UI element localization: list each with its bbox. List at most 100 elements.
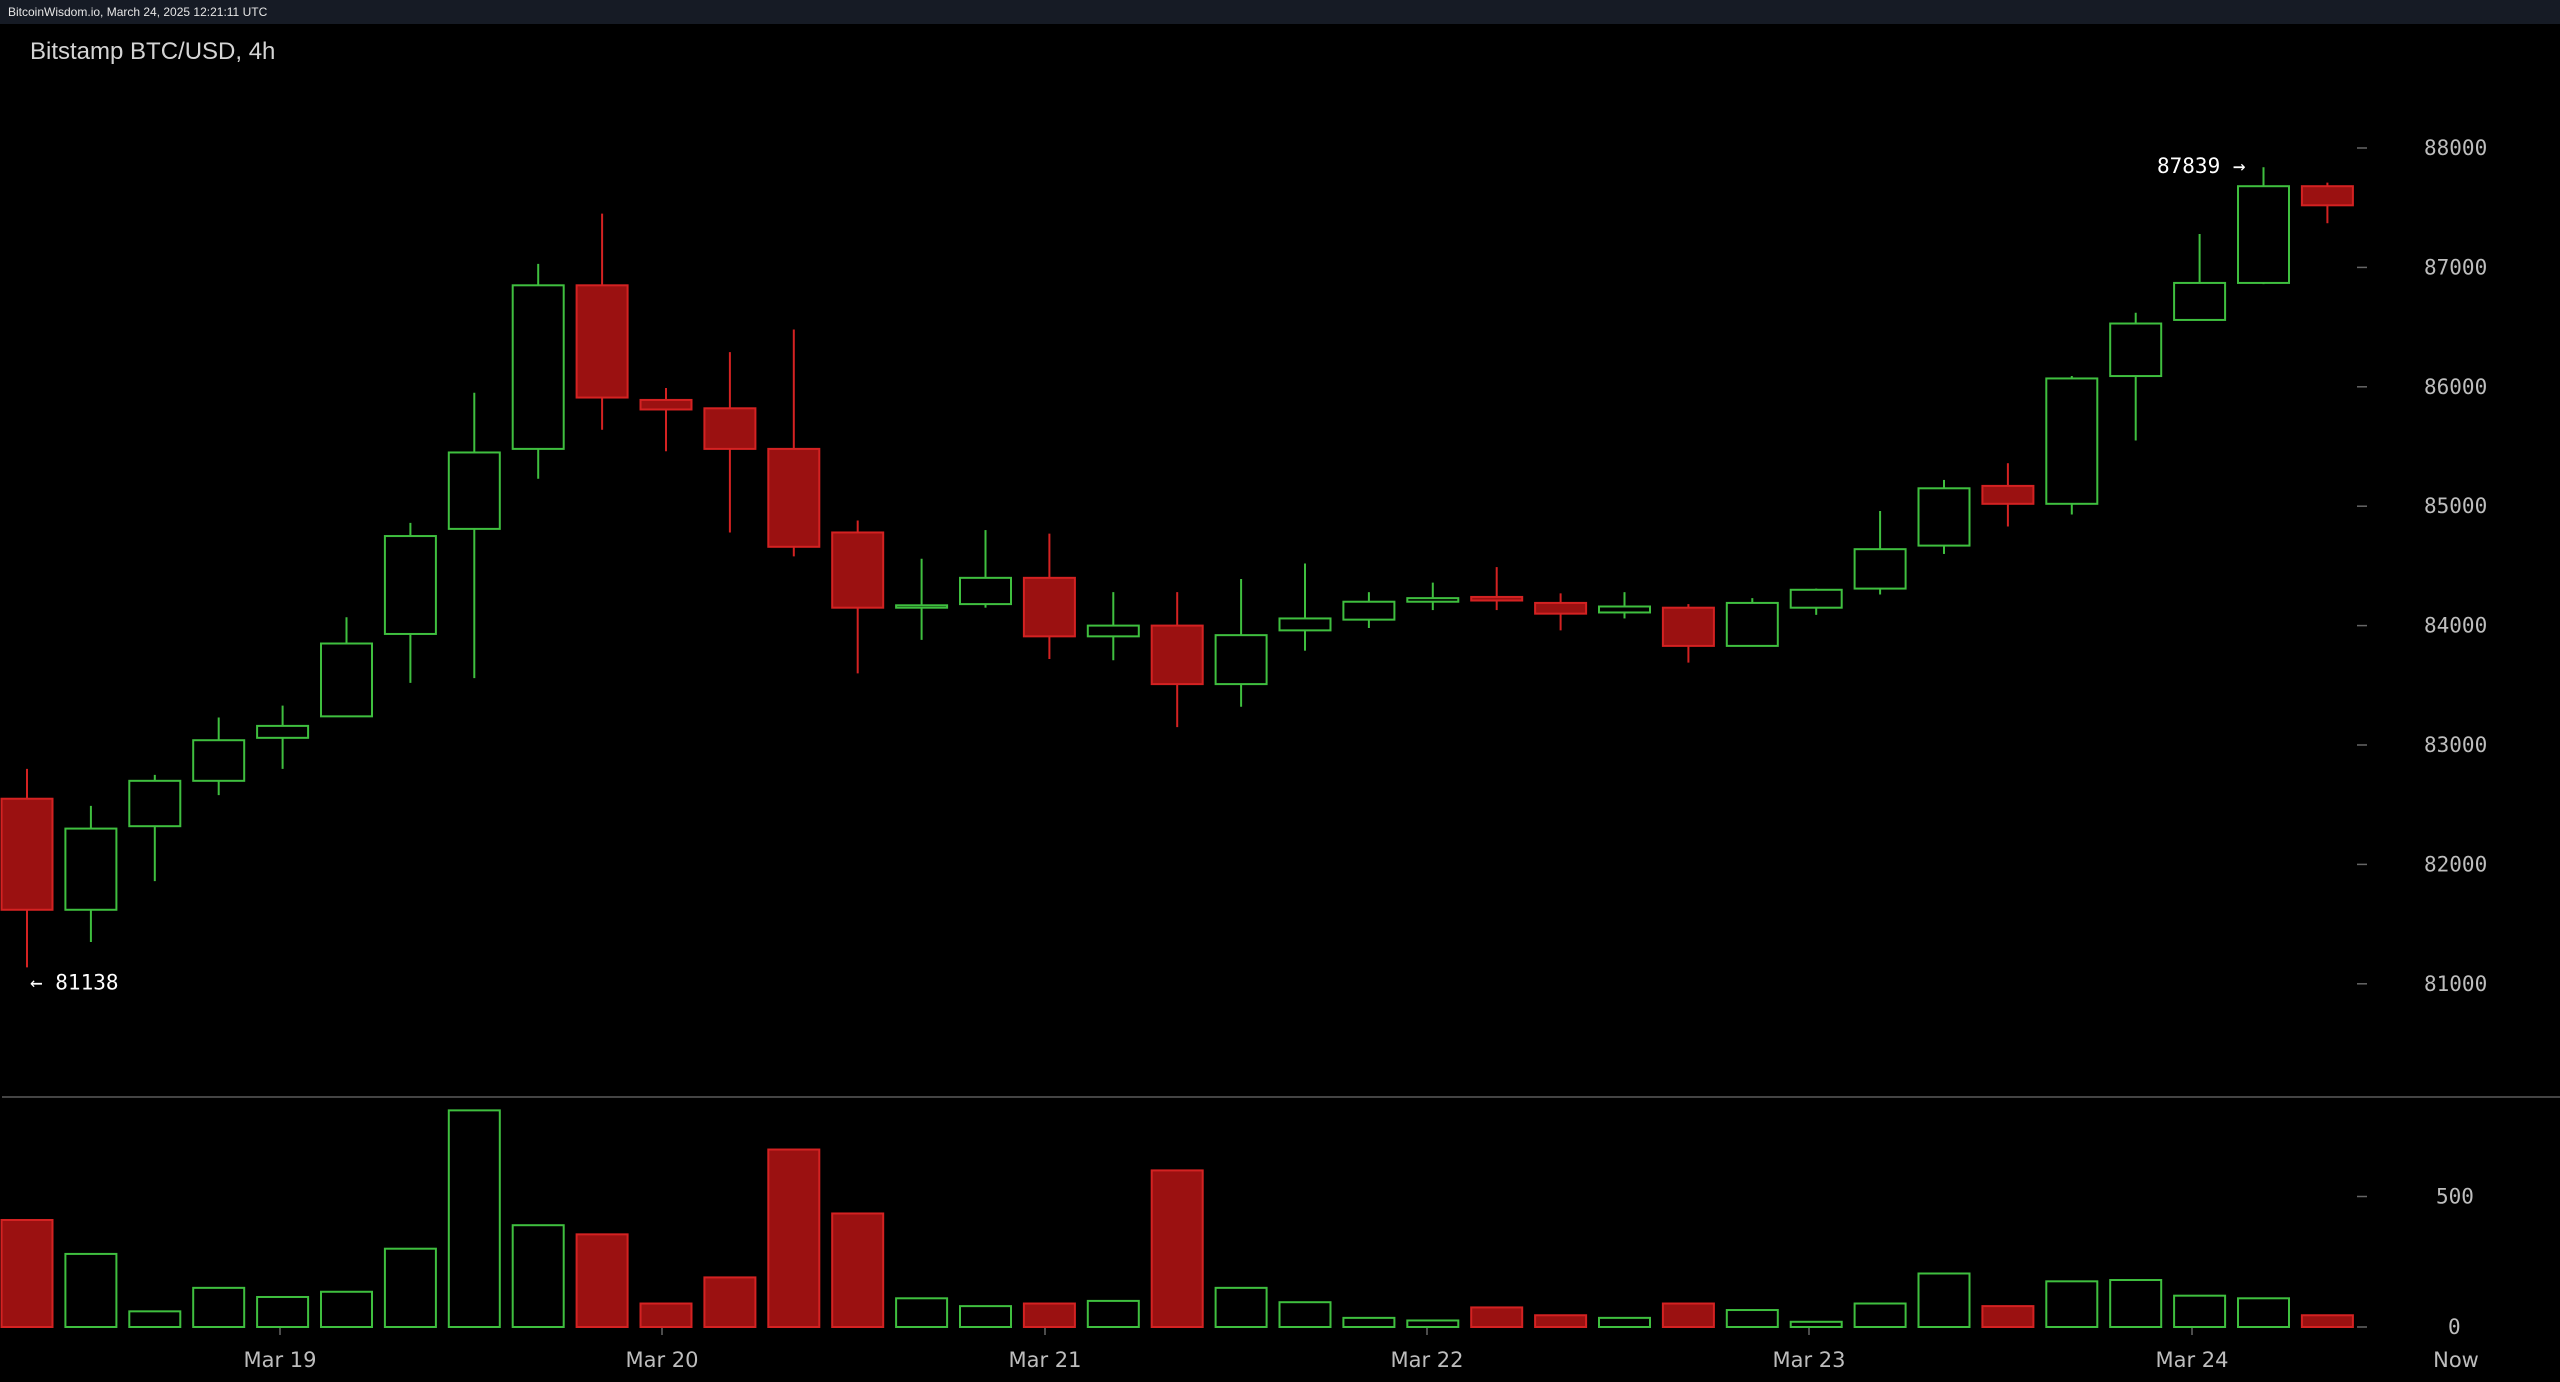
price-tick-label: 86000 (2424, 375, 2487, 399)
candle-body (1406, 597, 1460, 603)
candle-body (128, 779, 182, 828)
volume-bar (959, 1305, 1012, 1328)
volume-axis: 0 500 (2357, 1185, 2474, 1339)
top-bar: BitcoinWisdom.io, March 24, 2025 12:21:1… (0, 0, 2560, 24)
high-annotation: 87839 → (2157, 154, 2246, 178)
time-tick-label: Mar 24 (2155, 1348, 2228, 1372)
volume-bar (1917, 1272, 1971, 1328)
price-tick-label: 85000 (2424, 494, 2487, 518)
candle-body (511, 284, 565, 450)
candle-body (2173, 281, 2227, 321)
candle-body (1725, 601, 1779, 647)
candle-body (575, 284, 629, 399)
volume-bar (1214, 1286, 1268, 1328)
volume-tick-label: 500 (2436, 1185, 2474, 1209)
candle-body (1789, 588, 1843, 609)
candle-body (1214, 634, 1268, 686)
chart-frame (0, 24, 2560, 1382)
price-axis: 81000 82000 83000 84000 85000 86000 87000 88000 (2357, 136, 2487, 996)
time-tick-label: Mar 19 (243, 1348, 316, 1372)
timestamp-label: BitcoinWisdom.io, March 24, 2025 12:21:1… (8, 5, 268, 19)
volume-bar (1534, 1314, 1588, 1329)
volume-bar (1086, 1299, 1140, 1329)
time-tick-label: Mar 22 (1390, 1348, 1463, 1372)
volume-bar (1789, 1320, 1843, 1329)
price-tick-label: 84000 (2424, 614, 2487, 638)
volume-bar (1278, 1301, 1332, 1328)
volume-bar (2109, 1279, 2163, 1329)
volume-bar (1853, 1302, 1907, 1329)
annotations: ← 81138 87839 → (30, 154, 2246, 994)
time-tick-label: Mar 21 (1008, 1348, 1081, 1372)
candle-body (0, 797, 54, 911)
candle-body (1853, 548, 1907, 590)
candle-body (959, 576, 1012, 606)
candle-body (831, 531, 885, 609)
candle-body (1661, 606, 1715, 647)
volume-bar (0, 1218, 54, 1328)
price-tick-label: 81000 (2424, 972, 2487, 996)
candle-body (2300, 185, 2354, 207)
time-tick-label: Mar 23 (1772, 1348, 1845, 1372)
price-tick-label: 83000 (2424, 733, 2487, 757)
candle-body (639, 398, 693, 411)
candle-body (447, 451, 501, 530)
volume-bar (1022, 1302, 1076, 1329)
candle-body (1278, 617, 1332, 632)
volume-bar (1661, 1302, 1715, 1329)
volume-bar (511, 1224, 565, 1328)
volume-bar (2300, 1314, 2354, 1329)
volume-bar (64, 1252, 118, 1329)
volume-tick-label: 0 (2448, 1315, 2461, 1339)
candle-body (2109, 322, 2163, 378)
volume-bar (2173, 1294, 2227, 1329)
candle-body (1022, 576, 1076, 638)
volume-bar (1598, 1316, 1651, 1328)
candle-body (1342, 600, 1396, 621)
volume-bar (1342, 1316, 1396, 1328)
volume-bar (703, 1276, 757, 1329)
candles (0, 167, 2354, 968)
volume-bar (256, 1295, 310, 1328)
candle-body (1150, 624, 1204, 686)
volume-bar (320, 1290, 373, 1329)
time-tick-label: Mar 20 (625, 1348, 698, 1372)
volume-bar (895, 1297, 949, 1329)
volume-bar (1406, 1319, 1460, 1328)
candle-body (2045, 377, 2099, 505)
time-tick-label: Now (2433, 1348, 2479, 1372)
volume-bar (1150, 1169, 1204, 1329)
chart-title: Bitstamp BTC/USD, 4h (30, 38, 276, 65)
volume-bar (1470, 1306, 1524, 1329)
volume-bar (447, 1109, 501, 1328)
candle-body (383, 535, 437, 635)
candle-body (2237, 185, 2290, 284)
candle-body (320, 642, 373, 718)
candle-body (1981, 484, 2035, 505)
volume-bar (128, 1310, 182, 1328)
volume-bar (639, 1302, 693, 1329)
time-axis: Mar 19 Mar 20 Mar 21 Mar 22 Mar 23 Mar 24 Now (243, 1327, 2479, 1372)
candle-body (767, 447, 821, 548)
volume-bar (1725, 1309, 1779, 1329)
volume-bar (767, 1148, 821, 1329)
volume-bar (383, 1247, 437, 1328)
price-tick-label: 87000 (2424, 255, 2487, 279)
candle-body (1534, 601, 1588, 615)
price-tick-label: 88000 (2424, 136, 2487, 160)
candle-body (64, 827, 118, 911)
volume-bar (2237, 1297, 2290, 1329)
candle-body (703, 407, 757, 450)
candle-body (1917, 487, 1971, 547)
volume-bar (1981, 1305, 2035, 1328)
volume-bars (0, 1109, 2354, 1329)
low-annotation: ← 81138 (30, 970, 119, 994)
candle-body (256, 724, 310, 739)
volume-bar (575, 1233, 629, 1328)
price-tick-label: 82000 (2424, 852, 2487, 876)
candle-body (895, 604, 949, 609)
candle-body (1470, 595, 1524, 602)
candle-body (1086, 624, 1140, 638)
candle-body (192, 739, 246, 782)
